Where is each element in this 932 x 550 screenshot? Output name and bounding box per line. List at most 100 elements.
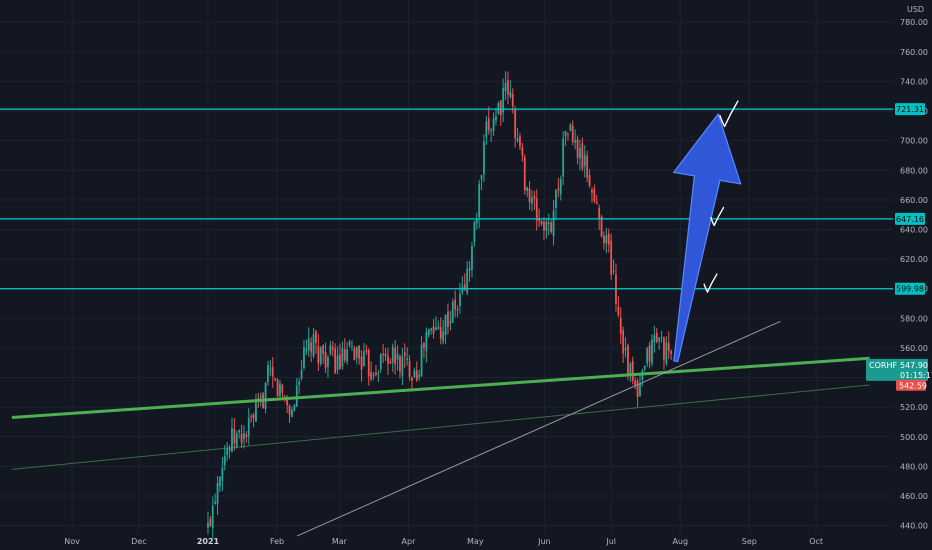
- y-tick-label: 760.00: [900, 48, 928, 57]
- level-badge-label: 599.98: [896, 285, 924, 294]
- candle-body: [670, 350, 673, 355]
- support-trend-line[interactable]: [11, 356, 870, 420]
- candle-body: [291, 409, 293, 417]
- candle-body: [348, 342, 351, 346]
- candle-body: [478, 183, 481, 218]
- level-badge: [895, 282, 925, 295]
- candle-body: [521, 147, 524, 156]
- candle-body: [574, 140, 577, 143]
- x-tick-label: Apr: [402, 537, 417, 546]
- candle-body: [327, 357, 329, 367]
- candle-body: [485, 121, 488, 138]
- candle-body: [300, 369, 303, 379]
- candle-body: [387, 355, 389, 364]
- thin-support-line-path[interactable]: [11, 384, 870, 470]
- candle-body: [557, 188, 560, 191]
- arrow-shape[interactable]: [672, 112, 742, 363]
- y-tick-label: 500.00: [900, 433, 928, 442]
- candle-body: [319, 347, 322, 365]
- candle-body: [221, 467, 224, 481]
- candle-body: [663, 337, 665, 360]
- candle-body: [432, 326, 435, 334]
- check-mark-icon: [719, 100, 739, 128]
- candle-body: [646, 348, 649, 364]
- candle-body: [600, 216, 603, 237]
- diagonal-line-path[interactable]: [296, 320, 781, 537]
- upward-arrow[interactable]: [672, 112, 742, 363]
- candle-body: [269, 368, 272, 370]
- candle-body: [339, 354, 341, 370]
- candle-body: [235, 433, 238, 448]
- candle-body: [550, 222, 553, 232]
- candle-body: [576, 139, 579, 158]
- candle-body: [593, 188, 596, 202]
- candle-body: [531, 197, 533, 204]
- candle-body: [427, 329, 430, 336]
- candle-body: [334, 348, 337, 374]
- candle-body: [377, 373, 380, 375]
- candle-body: [639, 383, 641, 397]
- candle-body: [466, 269, 469, 293]
- x-tick-label: Dec: [131, 537, 146, 546]
- candle-body: [552, 211, 555, 237]
- candle-body: [226, 448, 229, 455]
- candle-body: [403, 352, 406, 357]
- candle-body: [581, 143, 584, 169]
- candle-body: [353, 348, 356, 360]
- time-axis[interactable]: Nov Dec 2021 Feb Mar Apr May Jun Jul Aug Sep Oct: [64, 537, 823, 546]
- candle-body: [547, 222, 550, 224]
- candle-body: [463, 284, 466, 290]
- candle-body: [276, 380, 279, 397]
- diagonal-trend-line[interactable]: [296, 320, 781, 537]
- candle-body: [543, 221, 545, 231]
- candle-body: [658, 337, 661, 342]
- level-badge-label: 647.16: [896, 215, 924, 224]
- candle-body: [307, 338, 310, 351]
- candle-body: [274, 378, 277, 381]
- candle-body: [655, 332, 658, 342]
- candle-body: [367, 349, 370, 377]
- candle-body: [634, 380, 637, 385]
- candle-body: [281, 384, 284, 393]
- candle-body: [442, 331, 445, 342]
- candle-body: [605, 235, 608, 244]
- candle-body: [391, 346, 394, 363]
- support-line-path[interactable]: [11, 356, 870, 420]
- x-tick-label: Mar: [332, 537, 348, 546]
- candle-body: [315, 331, 317, 343]
- check-mark-icon: [710, 206, 725, 227]
- level-badge: [895, 212, 925, 225]
- candle-body: [238, 430, 241, 433]
- currency-label: USD: [907, 5, 924, 14]
- candle-body: [329, 345, 332, 354]
- candle-body: [415, 370, 418, 381]
- candle-body: [423, 342, 425, 348]
- candle-body: [271, 366, 274, 377]
- candle-body: [545, 221, 548, 231]
- candle-body: [399, 356, 401, 372]
- x-tick-label: Jun: [537, 537, 551, 546]
- horizontal-levels[interactable]: [0, 108, 893, 290]
- candle-body: [267, 365, 269, 383]
- candle-body: [636, 380, 639, 397]
- candle-body: [665, 342, 668, 364]
- candle-body: [473, 222, 476, 242]
- x-tick-label: Oct: [809, 537, 823, 546]
- thin-support-line[interactable]: [11, 384, 870, 470]
- y-tick-label: 780.00: [900, 18, 928, 27]
- candle-body: [519, 136, 521, 147]
- candle-body: [211, 505, 214, 528]
- current-price-badge: [866, 358, 928, 381]
- candle-body: [449, 321, 452, 324]
- x-tick-label: Feb: [270, 537, 284, 546]
- candle-body: [425, 332, 428, 352]
- candle-body: [223, 455, 226, 466]
- candle-body: [437, 326, 440, 329]
- candle-body: [382, 353, 385, 356]
- candle-body: [591, 189, 593, 193]
- candle-body: [502, 87, 505, 113]
- y-tick-label: 740.00: [900, 77, 928, 86]
- x-tick-label: Sep: [742, 537, 757, 546]
